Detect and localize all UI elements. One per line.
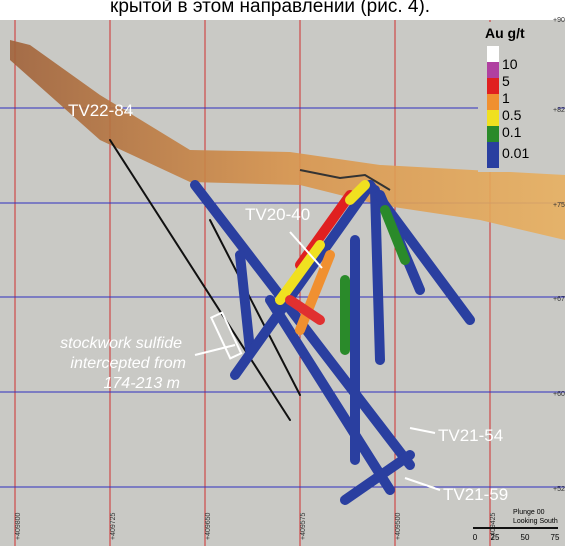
easting-label: +409725: [110, 512, 117, 540]
legend-title: Au g/t: [485, 25, 525, 41]
legend-label: 0.01: [502, 145, 529, 161]
legend-label: 1: [502, 90, 510, 106]
legend-swatch: [487, 110, 499, 126]
legend-swatch: [487, 94, 499, 110]
elevation-label: +67: [553, 296, 565, 303]
elevation-label: +90: [553, 17, 565, 24]
elevation-label: +82: [553, 107, 565, 114]
easting-label: +409650: [205, 512, 212, 540]
drill-holes: [109, 139, 475, 505]
leader: [289, 231, 323, 269]
scale-tick: 50: [521, 533, 530, 542]
easting-label: +409500: [395, 512, 402, 540]
annotation: stockwork sulfide intercepted from 174-2…: [60, 335, 186, 392]
intercept-box: [209, 311, 243, 360]
hole-label: TV21-54: [438, 426, 503, 445]
header-band: [0, 0, 565, 20]
elevation-labels: +90 +82 +75 +67 +60 +52: [553, 17, 565, 493]
scale-tick: 25: [491, 533, 500, 542]
easting-labels: +409800 +409725 +409650 +409575 +409500 …: [15, 512, 497, 540]
legend-label: 0.1: [502, 124, 522, 140]
scale-tick: 75: [551, 533, 560, 542]
oxide-zone: [10, 40, 565, 240]
legend-label: 10: [502, 56, 518, 72]
leader: [409, 427, 436, 434]
legend: Au g/t 10 5 1 0.5 0.1 0.01: [478, 22, 558, 172]
easting-label: +409575: [300, 512, 307, 540]
legend-swatch: [487, 126, 499, 142]
scale-tick: 0: [473, 533, 478, 542]
elevation-label: +75: [553, 202, 565, 209]
annotation-line: intercepted from: [70, 355, 186, 372]
scale-bar: Plunge 00 Looking South 0 25 50 75: [473, 509, 560, 542]
legend-label: 0.5: [502, 107, 522, 123]
legend-swatch: [487, 46, 499, 62]
legend-label: 5: [502, 73, 510, 89]
legend-swatch: [487, 78, 499, 94]
annotation-line: stockwork sulfide: [60, 335, 182, 352]
leader: [194, 344, 236, 356]
elevation-label: +52: [553, 486, 565, 493]
header-text: крытой в этом направлении (рис. 4).: [110, 0, 430, 17]
leader: [404, 477, 441, 491]
fault-trace: [299, 169, 391, 191]
hole-label: TV22-84: [68, 101, 133, 120]
annotation-line: 174-213 m: [104, 375, 181, 392]
easting-label: +409425: [490, 512, 497, 540]
legend-swatch: [487, 142, 499, 168]
scale-caption: Looking South: [513, 518, 558, 525]
hole-label: TV20-40: [245, 205, 310, 224]
elevation-label: +60: [553, 391, 565, 398]
legend-swatch: [487, 62, 499, 78]
scale-caption: Plunge 00: [513, 509, 545, 516]
hole-label: TV21-59: [443, 485, 508, 504]
easting-label: +409800: [15, 512, 22, 540]
